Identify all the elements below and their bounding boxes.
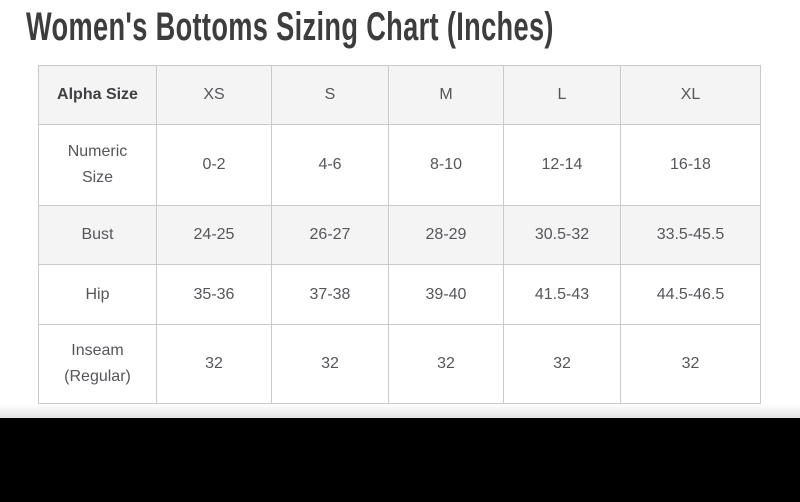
size-header-xs: XS bbox=[156, 65, 272, 125]
size-header-l: L bbox=[503, 65, 621, 125]
cell-numeric-xl: 16-18 bbox=[620, 124, 761, 206]
cell-numeric-l: 12-14 bbox=[503, 124, 621, 206]
size-header-s: S bbox=[271, 65, 389, 125]
table-row-inseam: Inseam (Regular) 32 32 32 32 32 bbox=[38, 324, 761, 404]
alpha-size-header: Alpha Size bbox=[38, 65, 157, 125]
page-title: Women's Bottoms Sizing Chart (Inches) bbox=[26, 5, 554, 49]
size-header-xl: XL bbox=[620, 65, 761, 125]
size-header-m: M bbox=[388, 65, 504, 125]
cell-bust-xs: 24-25 bbox=[156, 205, 272, 265]
sizing-table: Alpha Size XS S M L XL Numeric Size 0-2 … bbox=[38, 65, 761, 404]
cell-inseam-l: 32 bbox=[503, 324, 621, 404]
row-label: Hip bbox=[38, 264, 157, 325]
table-row-bust: Bust 24-25 26-27 28-29 30.5-32 33.5-45.5 bbox=[38, 205, 761, 265]
cell-hip-l: 41.5-43 bbox=[503, 264, 621, 325]
table-row-numeric-size: Numeric Size 0-2 4-6 8-10 12-14 16-18 bbox=[38, 124, 761, 206]
row-label: Numeric Size bbox=[38, 124, 157, 206]
cell-bust-l: 30.5-32 bbox=[503, 205, 621, 265]
cell-bust-s: 26-27 bbox=[271, 205, 389, 265]
cell-inseam-s: 32 bbox=[271, 324, 389, 404]
table-header-row: Alpha Size XS S M L XL bbox=[38, 65, 761, 125]
cell-inseam-m: 32 bbox=[388, 324, 504, 404]
row-label: Bust bbox=[38, 205, 157, 265]
cell-numeric-s: 4-6 bbox=[271, 124, 389, 206]
cell-hip-xl: 44.5-46.5 bbox=[620, 264, 761, 325]
size-chart-card: Women's Bottoms Sizing Chart (Inches) Al… bbox=[0, 0, 800, 418]
cell-hip-m: 39-40 bbox=[388, 264, 504, 325]
cell-inseam-xl: 32 bbox=[620, 324, 761, 404]
cell-inseam-xs: 32 bbox=[156, 324, 272, 404]
table-row-hip: Hip 35-36 37-38 39-40 41.5-43 44.5-46.5 bbox=[38, 264, 761, 325]
cell-numeric-xs: 0-2 bbox=[156, 124, 272, 206]
cell-bust-xl: 33.5-45.5 bbox=[620, 205, 761, 265]
cell-numeric-m: 8-10 bbox=[388, 124, 504, 206]
cell-bust-m: 28-29 bbox=[388, 205, 504, 265]
cell-hip-s: 37-38 bbox=[271, 264, 389, 325]
row-label: Inseam (Regular) bbox=[38, 324, 157, 404]
cell-hip-xs: 35-36 bbox=[156, 264, 272, 325]
letterbox-bottom bbox=[0, 418, 800, 502]
